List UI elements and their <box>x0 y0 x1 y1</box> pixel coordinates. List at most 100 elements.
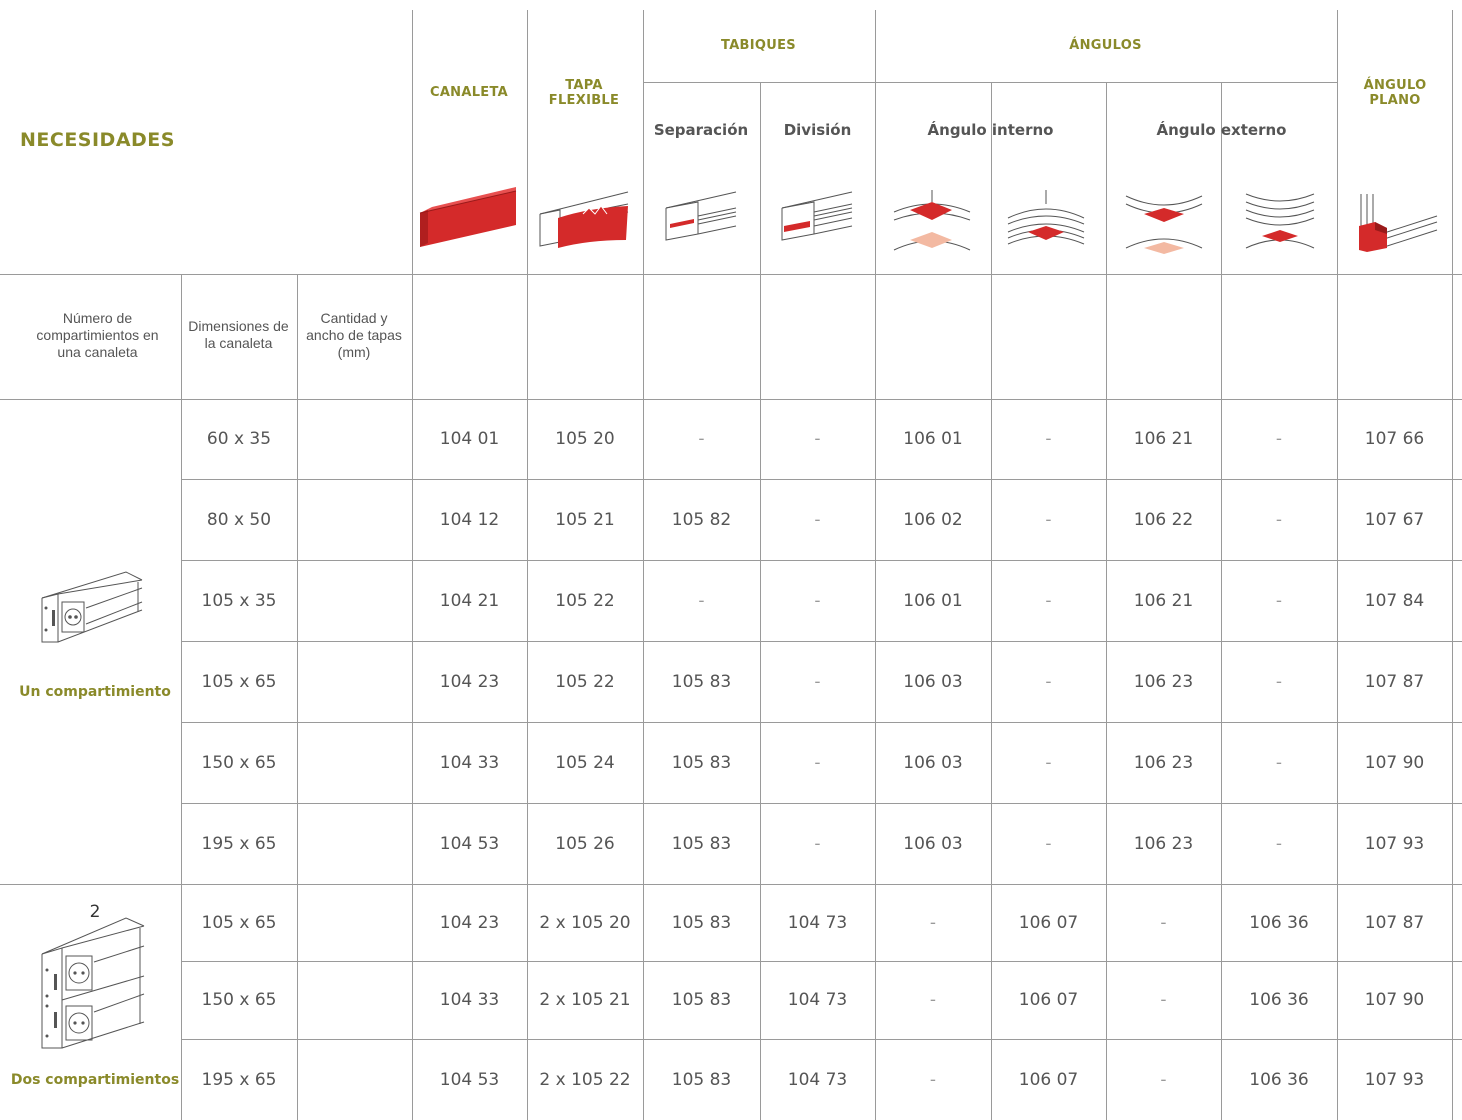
cell-plano: 107 90 <box>1364 990 1425 1010</box>
cell-div: 104 73 <box>787 912 848 933</box>
cell-canaleta: 104 01 <box>439 429 500 449</box>
cell-plano: 107 90 <box>1364 752 1425 773</box>
grid-hline <box>0 884 1462 885</box>
cell-ext2: - <box>1275 671 1283 692</box>
cell-int1: 106 03 <box>903 833 963 854</box>
cell-int1: 106 02 <box>903 509 963 530</box>
cell-canaleta: 104 33 <box>439 990 500 1010</box>
header-angulo-plano: ÁNGULO PLANO <box>1363 78 1427 108</box>
grid-hline <box>181 961 1462 962</box>
division-icon <box>781 191 853 241</box>
canaleta-icon <box>419 187 517 247</box>
cell-sep: - <box>698 590 705 611</box>
cell-ext1: - <box>1160 1069 1167 1090</box>
cell-plano: 107 67 <box>1364 509 1425 530</box>
column-numero-compartimientos: Número de compartimientos en una canalet… <box>36 309 159 360</box>
grid-hline <box>181 641 1462 642</box>
header-tabiques: TABIQUES <box>721 37 796 53</box>
cell-sep: 105 83 <box>671 990 732 1010</box>
cell-canaleta: 104 23 <box>439 912 500 933</box>
grid-vline <box>297 274 298 1120</box>
cell-canaleta: 104 12 <box>439 509 500 530</box>
cell-ext2: 106 36 <box>1249 912 1309 933</box>
grid-vline <box>1106 82 1107 1120</box>
header-division: División <box>783 121 852 139</box>
cell-tapa: 105 22 <box>555 590 615 611</box>
cell-canaleta: 104 33 <box>439 752 500 773</box>
cell-div: - <box>814 671 821 692</box>
cell-ext1: 106 23 <box>1133 833 1194 854</box>
tapa-flexible-icon <box>539 191 629 248</box>
cell-ext1: 106 23 <box>1133 671 1194 692</box>
cell-int1: 106 03 <box>903 671 963 692</box>
grid-vline <box>527 10 528 1120</box>
header-angulo-interno: Ángulo interno <box>927 121 1054 139</box>
cell-int2: - <box>1045 671 1052 692</box>
grid-vline <box>1221 82 1222 1120</box>
cell-int2: 106 07 <box>1018 1069 1079 1090</box>
cell-int1: - <box>929 912 937 933</box>
page-title: NECESIDADES <box>20 129 175 151</box>
cell-canaleta: 104 23 <box>439 671 500 692</box>
cell-dim: 105 x 65 <box>201 912 277 933</box>
cell-ext2: 106 36 <box>1249 990 1309 1010</box>
cell-ext1: - <box>1160 912 1167 933</box>
cell-tapa: 2 x 105 21 <box>539 990 631 1010</box>
header-separacion: Separación <box>653 121 749 139</box>
cell-div: - <box>814 429 821 449</box>
column-cantidad-tapas: Cantidad y ancho de tapas (mm) <box>306 309 402 360</box>
cell-plano: 107 87 <box>1364 912 1425 933</box>
cell-div: - <box>814 833 821 854</box>
cell-plano: 107 93 <box>1364 833 1425 854</box>
cell-div: - <box>814 590 821 611</box>
cell-int1: 106 01 <box>903 429 963 449</box>
angulo-externo-icon <box>1125 195 1203 254</box>
grid-vline <box>181 274 182 1120</box>
separacion-icon <box>665 191 737 241</box>
cell-dim: 150 x 65 <box>201 752 277 773</box>
grid-hline <box>181 1039 1462 1040</box>
cell-int2: 106 07 <box>1018 990 1079 1010</box>
cell-div: 104 73 <box>787 1069 848 1090</box>
cell-ext1: 106 23 <box>1133 752 1194 773</box>
cell-sep: 105 82 <box>671 509 732 530</box>
cell-tapa: 105 20 <box>555 429 615 449</box>
angulo-externo-2-icon <box>1245 193 1315 249</box>
cell-dim: 195 x 65 <box>201 833 277 854</box>
cell-int1: 106 03 <box>903 752 963 773</box>
cell-dim: 150 x 65 <box>201 990 277 1010</box>
cell-sep: - <box>698 429 705 449</box>
cell-ext2: - <box>1275 590 1283 611</box>
cell-ext2: - <box>1275 429 1283 449</box>
column-dimensiones: Dimensiones de la canaleta <box>188 318 289 351</box>
grid-vline <box>991 82 992 1120</box>
cell-canaleta: 104 53 <box>439 1069 500 1090</box>
cell-ext2: - <box>1275 752 1283 773</box>
cell-ext2: 106 36 <box>1249 1069 1309 1090</box>
cell-int2: - <box>1045 509 1052 530</box>
group-label-un-compartimiento: Un compartimiento <box>19 683 171 700</box>
cell-tapa: 105 26 <box>555 833 615 854</box>
angulo-interno-icon <box>893 190 971 251</box>
cell-dim: 195 x 65 <box>201 1069 277 1090</box>
cell-dim: 105 x 35 <box>201 590 277 611</box>
cell-ext1: 106 22 <box>1133 509 1194 530</box>
angulo-plano-icon <box>1359 194 1438 252</box>
cell-int2: - <box>1045 590 1052 611</box>
grid-vline <box>412 10 413 1120</box>
group-number-dos: 2 <box>89 902 101 922</box>
cell-ext2: - <box>1275 509 1283 530</box>
group-label-dos-compartimientos: Dos compartimientos <box>10 1071 180 1088</box>
cell-int1: - <box>929 1069 937 1090</box>
header-angulo-externo: Ángulo externo <box>1156 121 1287 139</box>
cell-ext1: - <box>1160 990 1167 1010</box>
grid-vline <box>1337 10 1338 1120</box>
cell-sep: 105 83 <box>671 833 732 854</box>
cell-ext1: 106 21 <box>1133 429 1194 449</box>
grid-vline <box>1452 10 1453 1120</box>
cell-tapa: 105 24 <box>555 752 615 773</box>
angulo-interno-2-icon <box>1007 190 1085 245</box>
cell-plano: 107 66 <box>1364 429 1425 449</box>
cell-sep: 105 83 <box>671 912 732 933</box>
cell-dim: 105 x 65 <box>201 671 277 692</box>
